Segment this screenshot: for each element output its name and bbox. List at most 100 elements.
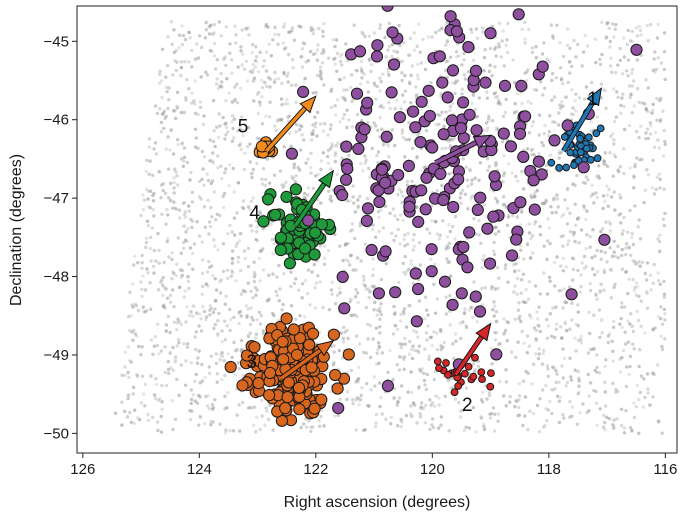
- background-star: [208, 159, 212, 163]
- background-star: [571, 106, 575, 110]
- background-star: [557, 399, 562, 403]
- background-star: [595, 297, 599, 301]
- background-star: [301, 41, 306, 45]
- background-star: [499, 342, 503, 346]
- background-star: [619, 316, 623, 321]
- background-star: [404, 413, 409, 418]
- background-star: [226, 276, 230, 280]
- background-star: [589, 80, 594, 85]
- background-star: [520, 169, 524, 174]
- background-star: [226, 231, 230, 236]
- background-star: [446, 59, 450, 63]
- background-star: [184, 96, 188, 100]
- background-star: [386, 48, 390, 52]
- background-star: [375, 84, 379, 89]
- background-star: [371, 273, 375, 278]
- background-star: [429, 403, 433, 408]
- background-star: [170, 251, 174, 255]
- background-star: [238, 86, 243, 91]
- background-star: [378, 317, 382, 321]
- background-star: [489, 411, 494, 416]
- background-star: [187, 60, 191, 64]
- background-star: [157, 352, 161, 356]
- background-star: [640, 260, 645, 265]
- background-star: [529, 236, 533, 241]
- background-star: [300, 55, 304, 59]
- background-star: [392, 304, 396, 309]
- background-star: [134, 304, 138, 308]
- background-star: [286, 115, 290, 119]
- group-field-members-star: [332, 402, 345, 415]
- background-star: [393, 323, 397, 327]
- background-star: [144, 187, 149, 191]
- background-star: [411, 238, 415, 242]
- background-star: [280, 183, 284, 187]
- background-star: [311, 128, 316, 133]
- background-star: [523, 20, 527, 25]
- background-star: [561, 141, 565, 145]
- background-star: [659, 305, 663, 309]
- background-star: [233, 24, 237, 28]
- group-field-members-star: [535, 168, 548, 181]
- background-star: [432, 330, 436, 334]
- background-star: [645, 372, 650, 376]
- background-star: [579, 284, 583, 289]
- background-star: [193, 379, 197, 383]
- background-star: [236, 260, 240, 264]
- background-star: [599, 82, 604, 86]
- background-star: [211, 161, 216, 165]
- group-3-arrow-head: [315, 340, 335, 357]
- background-star: [234, 244, 238, 248]
- background-star: [120, 400, 124, 404]
- background-star: [423, 347, 427, 351]
- background-star: [292, 162, 296, 166]
- background-star: [470, 30, 474, 34]
- background-star: [173, 167, 177, 171]
- background-star: [298, 168, 302, 172]
- background-star: [611, 423, 615, 427]
- background-star: [358, 398, 362, 402]
- background-star: [517, 301, 521, 305]
- background-star: [265, 409, 269, 413]
- background-star: [647, 173, 651, 177]
- background-star: [342, 76, 347, 80]
- background-star: [519, 248, 523, 252]
- background-star: [614, 115, 619, 119]
- background-star: [635, 34, 640, 38]
- background-star: [604, 358, 608, 362]
- background-star: [401, 194, 405, 198]
- background-star: [637, 364, 641, 369]
- background-star: [345, 397, 349, 402]
- background-star: [548, 153, 553, 157]
- background-star: [354, 396, 359, 400]
- background-star: [364, 287, 369, 291]
- background-star: [535, 403, 540, 408]
- background-star: [662, 31, 667, 35]
- background-star: [172, 271, 176, 276]
- background-star: [609, 56, 613, 60]
- background-star: [425, 338, 429, 342]
- background-star: [381, 105, 385, 110]
- group-label-5: 5: [238, 117, 249, 138]
- background-star: [261, 166, 266, 171]
- background-star: [151, 264, 156, 269]
- background-star: [644, 131, 648, 135]
- background-star: [246, 281, 250, 285]
- background-star: [481, 258, 485, 262]
- background-star: [537, 113, 542, 117]
- background-star: [438, 233, 442, 237]
- background-star: [576, 268, 580, 273]
- background-star: [496, 101, 500, 106]
- group-field-members-star: [386, 26, 399, 39]
- background-star: [387, 44, 392, 48]
- background-star: [531, 120, 535, 124]
- background-star: [218, 213, 222, 218]
- background-star: [605, 184, 609, 188]
- background-star: [338, 397, 342, 401]
- background-star: [481, 26, 485, 30]
- background-star: [513, 269, 517, 274]
- background-star: [166, 167, 171, 171]
- background-star: [372, 121, 376, 125]
- background-star: [531, 147, 535, 151]
